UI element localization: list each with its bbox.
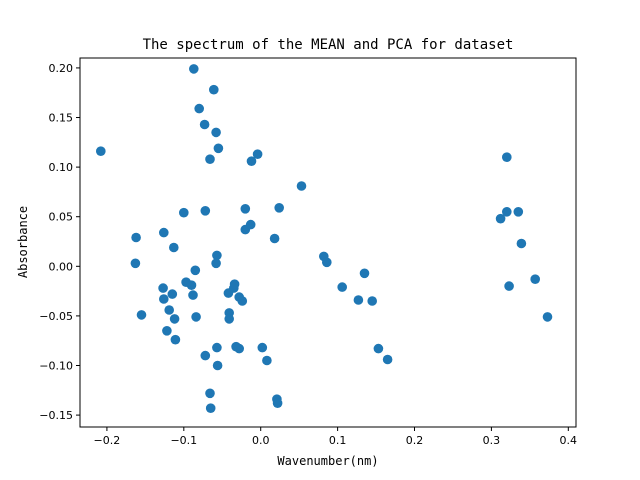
data-point-26 [205, 388, 215, 399]
y-tick-label: 0.20 [49, 62, 74, 75]
data-point-51 [269, 233, 280, 244]
y-axis-label: Absorbance [16, 206, 30, 278]
data-point-10 [167, 289, 178, 299]
x-tick-label: 0.1 [329, 434, 347, 447]
x-tick-label: −0.1 [170, 434, 197, 447]
data-point-16 [186, 280, 197, 291]
data-point-50 [262, 355, 272, 366]
data-point-39 [229, 279, 240, 290]
x-tick-label: 0.2 [406, 434, 424, 447]
data-point-59 [353, 295, 364, 305]
data-point-27 [205, 403, 216, 414]
x-tick-label: 0.0 [252, 434, 270, 447]
data-point-62 [373, 343, 384, 354]
data-point-13 [170, 334, 181, 345]
data-point-47 [246, 156, 257, 166]
x-axis-label: Wavenumber(nm) [277, 454, 378, 468]
data-point-33 [212, 342, 222, 353]
data-point-69 [516, 238, 527, 249]
y-tick-label: −0.10 [39, 360, 73, 373]
data-point-48 [252, 149, 263, 159]
data-point-8 [162, 326, 172, 336]
data-point-61 [367, 296, 378, 306]
plot-frame [79, 57, 577, 428]
data-point-30 [213, 143, 224, 154]
data-point-21 [194, 103, 204, 114]
data-point-67 [504, 281, 514, 291]
data-point-24 [200, 350, 211, 361]
data-point-49 [257, 342, 268, 353]
data-point-58 [337, 282, 348, 292]
data-point-23 [200, 206, 211, 216]
data-point-68 [513, 207, 524, 217]
data-point-25 [205, 154, 215, 164]
data-point-44 [240, 204, 251, 214]
data-point-32 [211, 258, 221, 269]
data-point-6 [158, 283, 168, 293]
data-point-66 [502, 152, 512, 162]
data-point-43 [237, 296, 248, 306]
data-point-22 [199, 119, 210, 130]
x-tick-label: 0.3 [483, 434, 501, 447]
chart-title: The spectrum of the MEAN and PCA for dat… [143, 37, 514, 53]
y-tick-label: −0.05 [39, 310, 73, 323]
data-point-17 [188, 290, 198, 300]
y-tick-label: 0.10 [49, 161, 74, 174]
data-point-34 [212, 360, 223, 371]
y-tick-label: 0.15 [49, 112, 74, 125]
data-point-29 [211, 127, 221, 138]
data-point-28 [209, 84, 219, 95]
data-point-71 [542, 312, 553, 322]
data-point-54 [274, 203, 285, 213]
y-tick-label: 0.00 [49, 260, 74, 273]
data-point-4 [136, 310, 147, 320]
y-tick-label: 0.05 [49, 211, 74, 224]
data-point-9 [164, 305, 174, 315]
data-point-5 [159, 227, 169, 238]
x-tick-label: −0.2 [94, 434, 121, 447]
x-axis-ticks: −0.2 −0.1 0.0 0.1 0.2 0.3 0.4 [94, 427, 578, 447]
y-axis-ticks: −0.15 −0.10 −0.05 0.00 0.05 0.10 0.15 0.20 [39, 62, 80, 422]
x-tick-label: 0.4 [560, 434, 578, 447]
data-points [96, 64, 553, 414]
data-point-57 [322, 257, 332, 268]
data-point-46 [245, 219, 256, 230]
data-point-70 [530, 274, 540, 285]
data-point-64 [495, 213, 506, 224]
data-point-14 [179, 207, 189, 218]
data-point-3 [130, 258, 141, 269]
data-point-2 [131, 232, 141, 243]
data-point-42 [234, 343, 244, 354]
data-point-60 [359, 268, 370, 279]
data-point-65 [502, 207, 512, 217]
data-point-19 [191, 312, 201, 322]
data-point-37 [224, 314, 234, 324]
data-point-20 [189, 64, 199, 74]
data-point-53 [272, 398, 283, 409]
data-point-18 [190, 265, 201, 276]
data-point-1 [96, 146, 106, 156]
y-tick-label: −0.15 [39, 409, 73, 422]
data-point-7 [159, 294, 169, 304]
data-point-55 [296, 181, 307, 191]
data-point-63 [382, 354, 393, 365]
data-point-31 [212, 250, 222, 261]
data-point-11 [169, 242, 179, 253]
data-point-12 [169, 314, 180, 324]
